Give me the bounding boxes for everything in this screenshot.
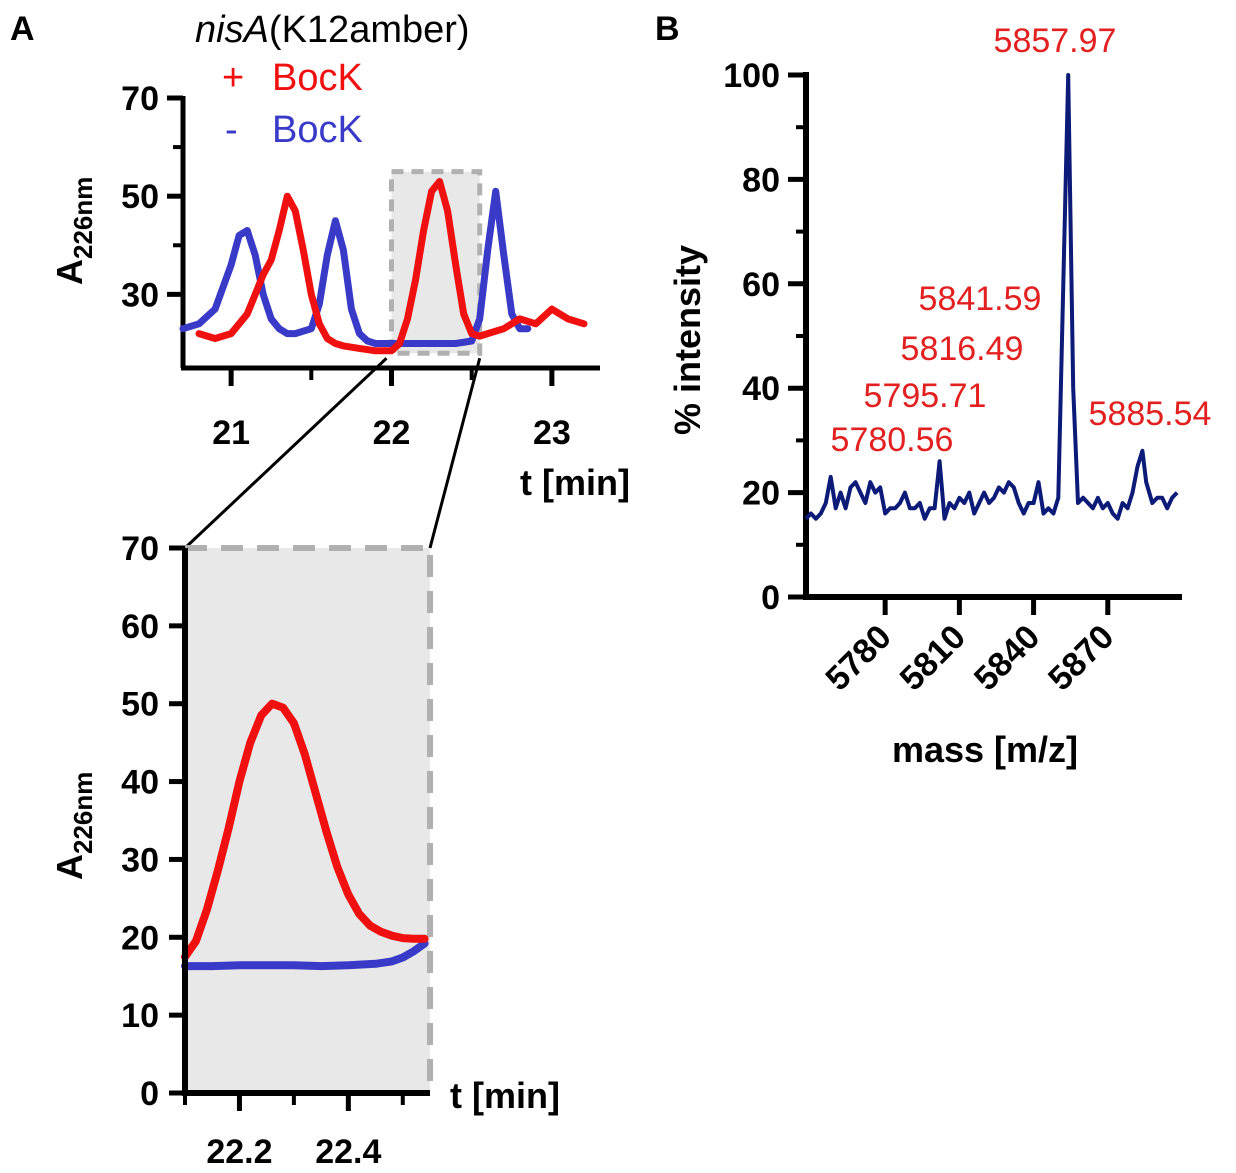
y-axis-title: A226nm bbox=[49, 177, 98, 285]
chromatogram-full: 30 50 70 21 22 23 t [min] A226nm bbox=[49, 80, 630, 503]
zoom-panel-bg bbox=[185, 548, 430, 1093]
y-tick-label: 0 bbox=[761, 579, 780, 617]
y-tick-label: 30 bbox=[121, 276, 159, 314]
y-axis-title-sub: 226nm bbox=[68, 772, 98, 854]
peak-label: 5885.54 bbox=[1089, 395, 1212, 433]
peak-label: 5780.56 bbox=[831, 421, 954, 459]
x-tick-label: 22.4 bbox=[315, 1133, 381, 1171]
y-tick-label: 70 bbox=[121, 530, 159, 568]
y-tick-label: 40 bbox=[121, 764, 159, 802]
x-axis-title: t [min] bbox=[450, 1075, 560, 1116]
zoom-connectors bbox=[183, 357, 482, 550]
x-tick-label: 5870 bbox=[1041, 618, 1121, 698]
legend-minus-label: BocK bbox=[272, 109, 363, 151]
y-tick-label: 20 bbox=[742, 475, 780, 513]
legend-plus-sign: + bbox=[222, 57, 244, 99]
y-tick-label: 40 bbox=[742, 370, 780, 408]
series-line bbox=[195, 178, 588, 355]
series-line bbox=[181, 699, 429, 961]
y-tick-label: 60 bbox=[121, 608, 159, 646]
series-line bbox=[804, 73, 1179, 521]
series-line bbox=[181, 939, 429, 971]
peak-label: 5795.71 bbox=[864, 377, 987, 415]
chromatogram-zoom: 0 10 20 30 40 50 60 70 22.2 22.4 t [min] A226nm bbox=[49, 530, 560, 1171]
zoom-connector-right bbox=[428, 357, 482, 549]
x-tick-label: 22.2 bbox=[206, 1133, 272, 1171]
y-tick-label: 50 bbox=[121, 178, 159, 216]
y-axis-title-main: A bbox=[49, 854, 90, 880]
y-axis-title: % intensity bbox=[667, 245, 708, 435]
zoom-panel-border bbox=[185, 545, 433, 1093]
x-tick-label: 22 bbox=[373, 414, 411, 452]
y-tick-label: 70 bbox=[121, 80, 159, 118]
y-tick-label: 10 bbox=[121, 997, 159, 1035]
y-axis-title: A226nm bbox=[49, 772, 98, 880]
y-tick-label: 50 bbox=[121, 686, 159, 724]
peak-label: 5857.97 bbox=[994, 22, 1117, 60]
legend-minus-sign: - bbox=[225, 109, 238, 151]
y-tick-label: 30 bbox=[121, 841, 159, 879]
x-tick-label: 5780 bbox=[818, 618, 898, 698]
x-tick-label: 23 bbox=[533, 414, 571, 452]
panel-letter-a: A bbox=[10, 10, 35, 48]
x-axis-title: mass [m/z] bbox=[892, 729, 1078, 770]
legend-title-italic: nisA bbox=[195, 9, 269, 51]
legend-title-rest: (K12amber) bbox=[269, 9, 470, 51]
series-line bbox=[179, 187, 532, 347]
y-tick-label: 0 bbox=[140, 1075, 159, 1113]
x-tick-label: 5810 bbox=[893, 618, 973, 698]
x-axis-title: t [min] bbox=[520, 462, 630, 503]
y-tick-label: 60 bbox=[742, 266, 780, 304]
y-axis-title-sub: 226nm bbox=[68, 177, 98, 259]
peak-label: 5816.49 bbox=[901, 330, 1024, 368]
zoom-connector-left bbox=[183, 357, 388, 550]
legend-title: nisA(K12amber) bbox=[195, 9, 470, 51]
x-tick-label: 5840 bbox=[967, 618, 1047, 698]
y-axis-title-main: A bbox=[49, 259, 90, 285]
x-tick-label: 21 bbox=[212, 414, 250, 452]
y-tick-label: 100 bbox=[723, 57, 780, 95]
y-tick-label: 80 bbox=[742, 161, 780, 199]
y-tick-label: 20 bbox=[121, 919, 159, 957]
peak-label: 5841.59 bbox=[919, 280, 1042, 318]
legend-plus-label: BocK bbox=[272, 57, 363, 99]
panel-letter-b: B bbox=[655, 10, 680, 48]
